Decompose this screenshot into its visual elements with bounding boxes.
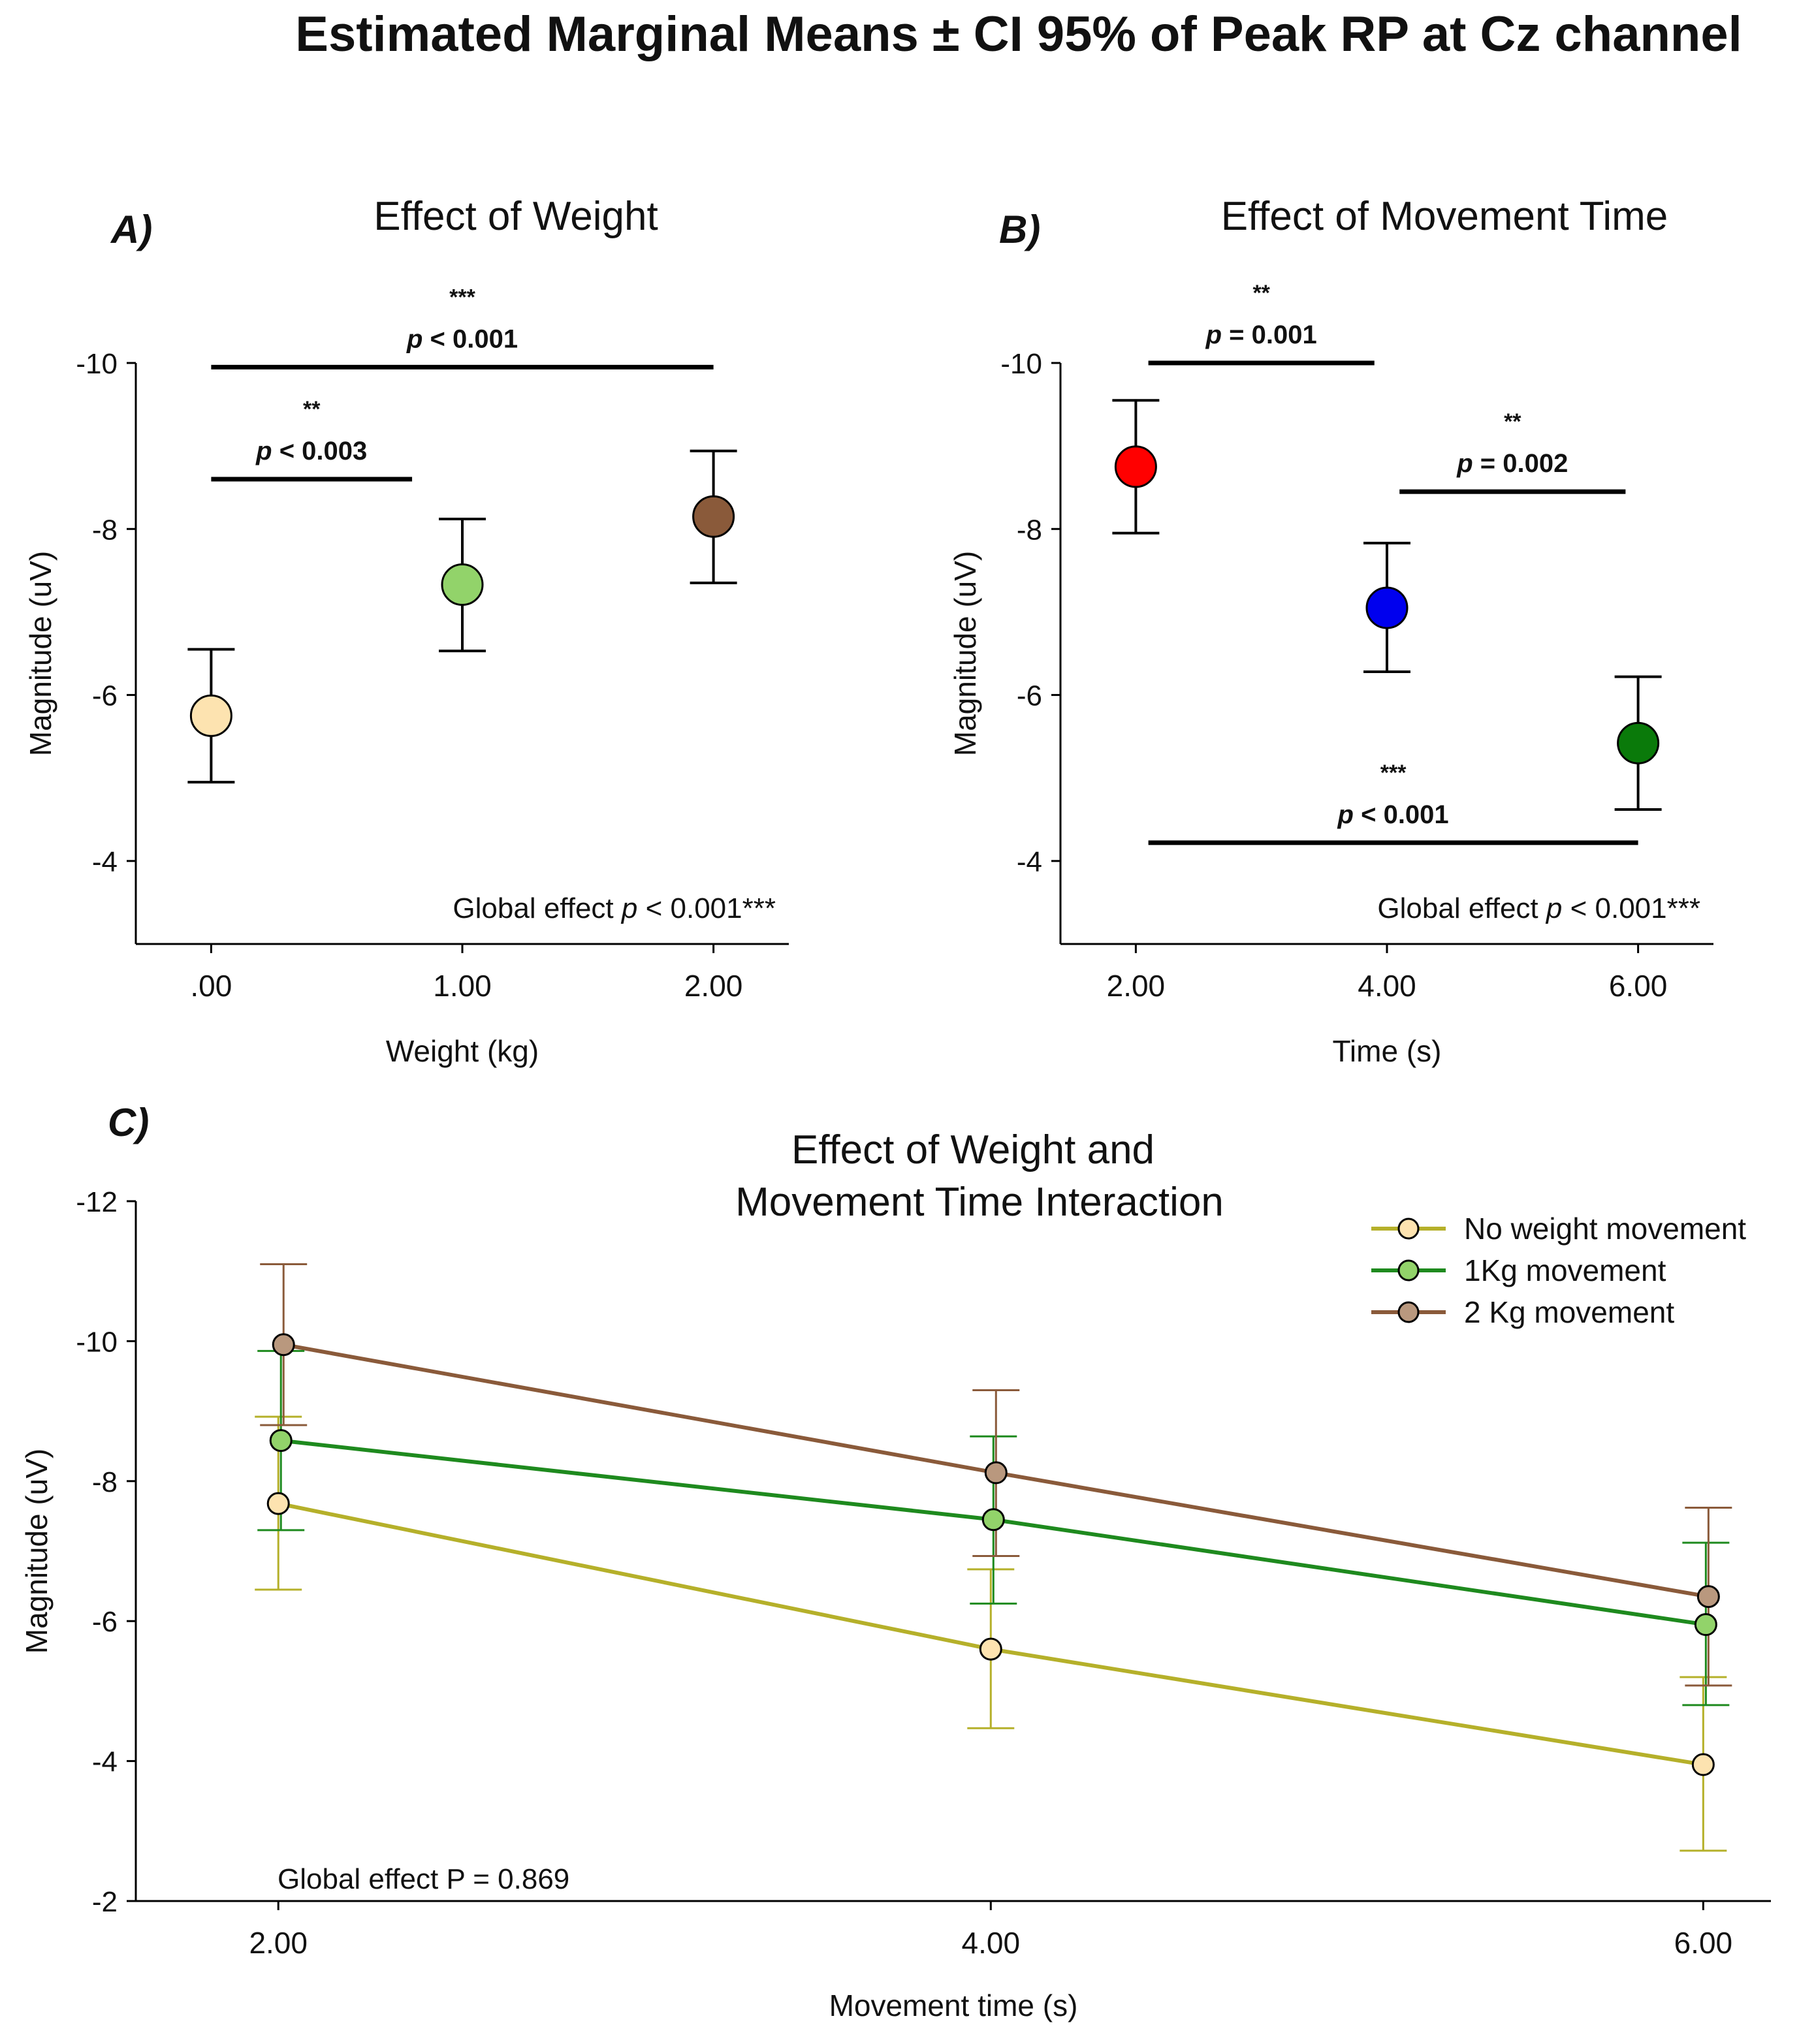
significance-stars: **	[1504, 409, 1521, 434]
data-point	[189, 694, 232, 737]
significance-stars: ***	[1380, 761, 1407, 785]
x-tick-label: 2.00	[249, 1926, 308, 1960]
x-tick-label: 2.00	[684, 969, 743, 1003]
data-point	[984, 1461, 1008, 1485]
panel-title: Effect of Movement Time	[1221, 194, 1668, 239]
y-tick-label: -4	[92, 846, 118, 878]
data-point	[979, 1637, 1002, 1661]
y-axis-label: Magnitude (uV)	[24, 551, 57, 757]
legend-marker	[1397, 1218, 1420, 1240]
p-value-text: < 0.001	[1354, 800, 1449, 829]
y-tick-label: -8	[1017, 514, 1042, 546]
y-tick-label: -6	[92, 1606, 118, 1638]
global-effect-value: < 0.001***	[637, 892, 776, 924]
p-value-label: p = 0.002	[1456, 449, 1568, 478]
significance-stars: **	[303, 397, 321, 422]
p-value-label: p < 0.001	[1337, 800, 1449, 829]
global-effect-label: Global effect p < 0.001***	[1377, 892, 1700, 924]
figure-title: Estimated Marginal Means ± CI 95% of Pea…	[295, 7, 1742, 62]
x-axis-label: Time (s)	[1333, 1034, 1442, 1068]
data-point	[1691, 1753, 1715, 1776]
x-tick-label: .00	[190, 969, 232, 1003]
y-tick-label: -10	[76, 1326, 118, 1358]
p-value-text: < 0.003	[272, 437, 368, 465]
legend-label: No weight movement	[1464, 1212, 1746, 1246]
x-tick-label: 4.00	[1358, 969, 1416, 1003]
legend-label: 2 Kg movement	[1464, 1295, 1674, 1329]
panel-label: C)	[108, 1101, 149, 1144]
p-symbol: p	[406, 324, 422, 353]
panel-title: Effect of Weight	[374, 194, 658, 239]
panel-title-line-1: Effect of Weight and	[791, 1127, 1154, 1172]
y-tick-label: -6	[92, 680, 118, 712]
y-tick-label: -4	[1017, 846, 1042, 878]
data-point	[272, 1333, 295, 1357]
significance-stars: **	[1252, 281, 1270, 306]
p-value-label: p < 0.003	[255, 437, 367, 465]
panel-title-line-2: Movement Time Interaction	[735, 1180, 1224, 1225]
legend-marker	[1397, 1301, 1420, 1323]
y-axis-label: Magnitude (uV)	[20, 1449, 54, 1654]
p-value-text: = 0.002	[1473, 449, 1568, 478]
data-point	[441, 563, 484, 606]
global-effect-label: Global effect P = 0.869	[278, 1863, 569, 1895]
legend-label: 1Kg movement	[1464, 1253, 1666, 1287]
legend-marker	[1397, 1259, 1420, 1281]
data-point	[692, 495, 735, 538]
global-effect-prefix: Global effect	[453, 892, 621, 924]
legend: No weight movement 1Kg movement 2 Kg movem…	[1371, 1212, 1746, 1329]
y-tick-label: -12	[76, 1186, 118, 1218]
data-point	[269, 1429, 293, 1453]
x-axis-label: Weight (kg)	[386, 1034, 539, 1068]
p-symbol: p	[255, 437, 272, 465]
y-tick-label: -8	[92, 514, 118, 546]
x-tick-label: 4.00	[962, 1926, 1021, 1960]
global-effect-value: < 0.001***	[1562, 892, 1700, 924]
p-symbol: p	[1456, 449, 1473, 478]
data-point	[1114, 445, 1157, 488]
x-axis-label: Movement time (s)	[829, 1989, 1078, 2022]
p-symbol: p	[1337, 800, 1354, 829]
y-axis-label: Magnitude (uV)	[948, 551, 982, 757]
p-symbol: p	[620, 892, 637, 924]
p-value-label: p < 0.001	[406, 324, 518, 353]
p-symbol: p	[1205, 321, 1222, 349]
data-point	[266, 1492, 290, 1515]
data-point	[1696, 1585, 1720, 1609]
p-symbol: p	[1545, 892, 1562, 924]
global-effect-prefix: Global effect	[1377, 892, 1546, 924]
panel-b-movement-time: B) Effect of Movement Time -4 -6 -8 -10 2.00 4.…	[948, 194, 1713, 1068]
y-tick-label: -4	[92, 1746, 118, 1778]
data-point	[1365, 586, 1409, 629]
x-tick-label: 1.00	[433, 969, 492, 1003]
p-value-label: p = 0.001	[1205, 321, 1317, 349]
panel-a-weight: A) Effect of Weight -4 -6 -8 -10 .00 1.00 2.00 We…	[24, 194, 789, 1068]
p-value-text: < 0.001	[422, 324, 518, 353]
panel-label: A)	[110, 208, 152, 251]
data-point	[1694, 1613, 1717, 1637]
data-point	[1617, 721, 1660, 764]
p-value-text: = 0.001	[1222, 321, 1317, 349]
x-tick-label: 6.00	[1609, 969, 1668, 1003]
global-effect-label: Global effect p < 0.001***	[453, 892, 776, 924]
x-tick-label: 6.00	[1674, 1926, 1733, 1960]
y-tick-label: -8	[92, 1466, 118, 1498]
x-tick-label: 2.00	[1107, 969, 1166, 1003]
y-tick-label: -10	[1000, 348, 1042, 380]
y-tick-label: -6	[1017, 680, 1042, 712]
y-tick-label: -10	[76, 348, 118, 380]
y-tick-label: -2	[92, 1886, 118, 1918]
significance-stars: ***	[449, 285, 475, 309]
data-point	[981, 1508, 1005, 1532]
panel-label: B)	[999, 208, 1040, 251]
panel-c-interaction: C) Effect of Weight and Movement Time Inte…	[20, 1101, 1771, 2022]
